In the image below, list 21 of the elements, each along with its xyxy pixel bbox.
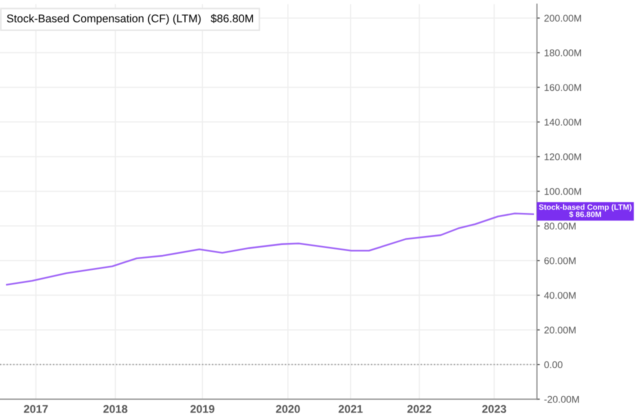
line-series: [6, 212, 534, 286]
x-tick-label: 2023: [482, 405, 506, 413]
y-tick-label: 60.00M: [544, 257, 576, 264]
y-tick-label: 100.00M: [544, 188, 581, 195]
x-tick-label: 2019: [190, 405, 214, 413]
x-tick-label: 2021: [338, 405, 363, 413]
y-tick-label: 160.00M: [544, 84, 581, 91]
y-tick-label: 120.00M: [544, 153, 581, 160]
y-tick-label: 180.00M: [544, 49, 581, 56]
x-tick-label: 2020: [276, 405, 300, 413]
x-tick-label: 2017: [24, 405, 48, 413]
x-tick-label: 2018: [103, 405, 128, 413]
y-tick-label: 200.00M: [544, 14, 581, 22]
y-tick-label: 0.00: [544, 361, 562, 368]
y-tick-label: 40.00M: [544, 292, 576, 299]
text: Stock-Based Compensation (CF) (LTM) $86.80M: [6, 14, 253, 25]
y-tick-label: -20.00M: [544, 396, 579, 403]
y-tick-label: 80.00M: [544, 222, 576, 230]
y-tick-label: 20.00M: [544, 326, 576, 334]
x-tick-label: 2022: [407, 405, 432, 413]
y-tick-label: 140.00M: [544, 118, 581, 126]
